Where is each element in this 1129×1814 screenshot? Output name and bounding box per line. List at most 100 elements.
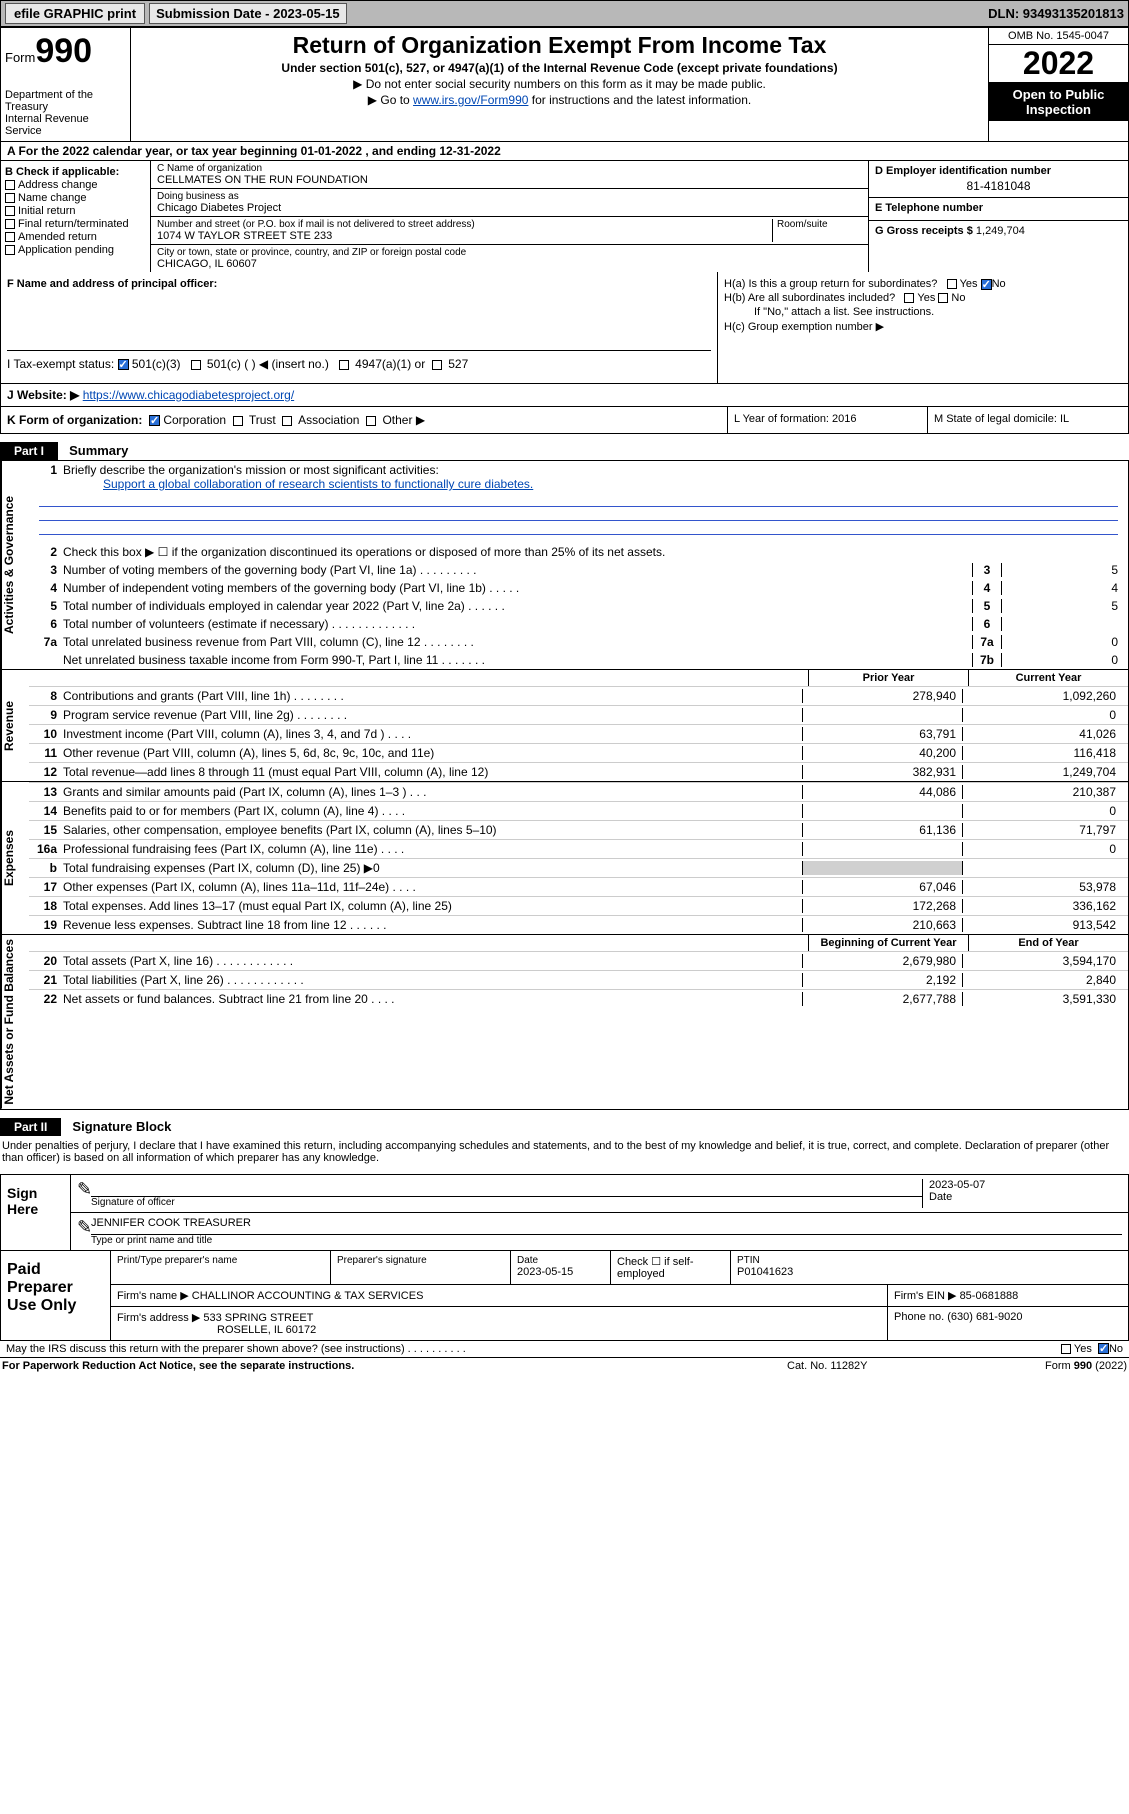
phone-block: E Telephone number — [869, 198, 1128, 221]
checkbox-no[interactable] — [981, 279, 992, 290]
prep-date-label: Date — [517, 1255, 604, 1266]
checkbox-icon[interactable] — [5, 232, 15, 242]
checkbox-icon[interactable] — [5, 245, 15, 255]
website-link[interactable]: https://www.chicagodiabetesproject.org/ — [83, 388, 294, 402]
firm-name-label: Firm's name ▶ — [117, 1290, 189, 1302]
gross-label: G Gross receipts $ — [875, 225, 973, 237]
firm-city-value: ROSELLE, IL 60172 — [117, 1324, 316, 1336]
address-block: Number and street (or P.O. box if mail i… — [151, 217, 868, 245]
signature-label: Signature of officer — [91, 1197, 922, 1208]
pen-icon: ✎ — [77, 1179, 91, 1208]
pen-icon: ✎ — [77, 1217, 91, 1246]
signature-field[interactable] — [91, 1179, 922, 1197]
firm-addr-value: 533 SPRING STREET — [203, 1312, 313, 1324]
dln: DLN: 93493135201813 — [988, 6, 1124, 21]
form-header: Form990 Department of the Treasury Inter… — [0, 27, 1129, 142]
addr-value: 1074 W TAYLOR STREET STE 233 — [157, 230, 772, 242]
summary-line: 12Total revenue—add lines 8 through 11 (… — [29, 762, 1128, 781]
form-subtitle-1: Under section 501(c), 527, or 4947(a)(1)… — [141, 61, 978, 75]
summary-line: 19Revenue less expenses. Subtract line 1… — [29, 915, 1128, 934]
room-label: Room/suite — [777, 219, 862, 230]
line1-label: Briefly describe the organization's miss… — [63, 463, 439, 477]
rule-line — [39, 507, 1118, 521]
checkbox-icon[interactable] — [282, 416, 292, 426]
checkbox-icon[interactable] — [432, 360, 442, 370]
ein-block: D Employer identification number 81-4181… — [869, 161, 1128, 198]
tax-year: 2022 — [989, 45, 1128, 83]
checkbox-icon[interactable] — [5, 219, 15, 229]
part1-badge: Part I — [0, 442, 58, 460]
checkbox-icon[interactable] — [5, 180, 15, 190]
checkbox-icon[interactable] — [947, 279, 957, 289]
checkbox-icon[interactable] — [904, 293, 914, 303]
ein-value: 81-4181048 — [875, 179, 1122, 193]
summary-line: 6Total number of volunteers (estimate if… — [29, 615, 1128, 633]
org-name-block: C Name of organization CELLMATES ON THE … — [151, 161, 868, 189]
summary-line: 14Benefits paid to or for members (Part … — [29, 801, 1128, 820]
ptin-label: PTIN — [737, 1255, 1122, 1266]
summary-line: bTotal fundraising expenses (Part IX, co… — [29, 858, 1128, 877]
ptin-value: P01041623 — [737, 1266, 1122, 1278]
preparer-name-label: Print/Type preparer's name — [117, 1255, 324, 1266]
part2-header-row: Part II Signature Block — [0, 1110, 1129, 1136]
current-year-head: Current Year — [968, 670, 1128, 686]
summary-line: 7aTotal unrelated business revenue from … — [29, 633, 1128, 651]
f-label: F Name and address of principal officer: — [7, 278, 711, 290]
preparer-sig-label: Preparer's signature — [337, 1255, 504, 1266]
checkbox-corp[interactable] — [149, 415, 160, 426]
dba-value: Chicago Diabetes Project — [157, 202, 862, 214]
summary-line: 9Program service revenue (Part VIII, lin… — [29, 705, 1128, 724]
checkbox-icon[interactable] — [1061, 1344, 1071, 1354]
chk-initial: Initial return — [5, 205, 146, 217]
form-title: Return of Organization Exempt From Incom… — [141, 32, 978, 59]
irs-discuss-text: May the IRS discuss this return with the… — [6, 1343, 1061, 1355]
hc-line: H(c) Group exemption number ▶ — [724, 320, 1122, 333]
principal-officer: F Name and address of principal officer:… — [1, 272, 718, 383]
chk-name: Name change — [5, 192, 146, 204]
summary-line: 13Grants and similar amounts paid (Part … — [29, 782, 1128, 801]
officer-name-value: JENNIFER COOK TREASURER — [91, 1217, 1122, 1235]
end-head: End of Year — [968, 935, 1128, 951]
summary-line: 16aProfessional fundraising fees (Part I… — [29, 839, 1128, 858]
checkbox-no[interactable] — [1098, 1343, 1109, 1354]
efile-button[interactable]: efile GRAPHIC print — [5, 3, 145, 24]
checkbox-icon[interactable] — [5, 193, 15, 203]
col-b-title: B Check if applicable: — [5, 166, 146, 178]
firm-ein-value: 85-0681888 — [960, 1290, 1019, 1302]
form-number: 990 — [35, 32, 92, 70]
summary-line: 4Number of independent voting members of… — [29, 579, 1128, 597]
form-subtitle-3: ▶ Go to www.irs.gov/Form990 for instruct… — [141, 93, 978, 107]
checkbox-icon[interactable] — [5, 206, 15, 216]
line-1: 1 Briefly describe the organization's mi… — [29, 461, 1128, 493]
city-block: City or town, state or province, country… — [151, 245, 868, 272]
part2-badge: Part II — [0, 1118, 61, 1136]
summary-line: 20Total assets (Part X, line 16) . . . .… — [29, 951, 1128, 970]
checkbox-501c3[interactable] — [118, 359, 129, 370]
summary-line: 3Number of voting members of the governi… — [29, 561, 1128, 579]
perjury-statement: Under penalties of perjury, I declare th… — [0, 1136, 1129, 1168]
gross-receipts-block: G Gross receipts $ 1,249,704 — [869, 221, 1128, 241]
org-name-value: CELLMATES ON THE RUN FOUNDATION — [157, 174, 862, 186]
dba-block: Doing business as Chicago Diabetes Proje… — [151, 189, 868, 217]
instructions-link[interactable]: www.irs.gov/Form990 — [413, 93, 528, 107]
checkbox-icon[interactable] — [191, 360, 201, 370]
rev-header: Prior Year Current Year — [29, 670, 1128, 686]
paid-preparer-table: Paid Preparer Use Only Print/Type prepar… — [0, 1251, 1129, 1341]
dept-label: Department of the Treasury — [5, 89, 126, 113]
row-j-website: J Website: ▶ https://www.chicagodiabetes… — [0, 384, 1129, 407]
checkbox-icon[interactable] — [339, 360, 349, 370]
summary-line: 18Total expenses. Add lines 13–17 (must … — [29, 896, 1128, 915]
checkbox-icon[interactable] — [233, 416, 243, 426]
phone-label: E Telephone number — [875, 202, 1122, 214]
side-governance: Activities & Governance — [1, 461, 29, 669]
row-i: I Tax-exempt status: 501(c)(3) 501(c) ( … — [7, 350, 711, 377]
form-title-block: Return of Organization Exempt From Incom… — [131, 28, 988, 141]
form-word: Form — [5, 50, 35, 65]
col-b-checkboxes: B Check if applicable: Address change Na… — [1, 161, 151, 272]
dba-label: Doing business as — [157, 191, 862, 202]
checkbox-icon[interactable] — [938, 293, 948, 303]
firm-addr-label: Firm's address ▶ — [117, 1312, 200, 1324]
checkbox-icon[interactable] — [366, 416, 376, 426]
org-name-label: C Name of organization — [157, 163, 862, 174]
part2-title: Signature Block — [64, 1117, 179, 1136]
